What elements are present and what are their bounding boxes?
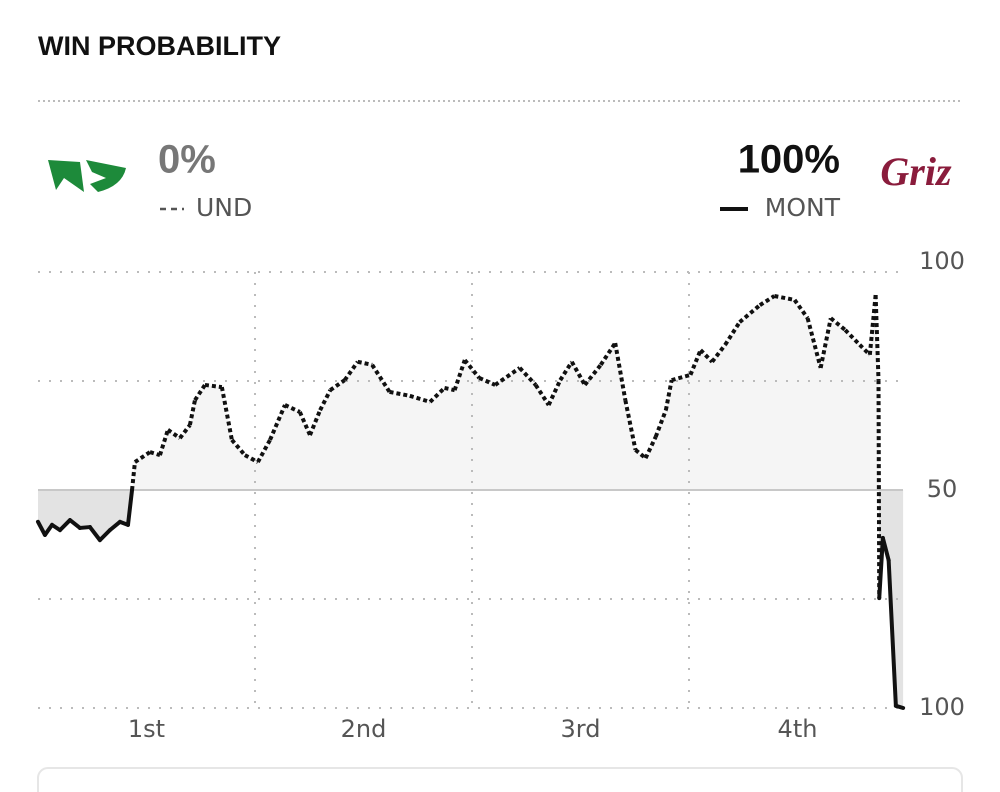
probability-line — [308, 409, 322, 436]
und-logo — [48, 160, 126, 192]
period-label: 3rd — [561, 715, 601, 743]
probability-line — [256, 438, 272, 464]
probability-line — [494, 366, 521, 387]
probability-line — [230, 438, 247, 457]
probability-line — [723, 321, 742, 346]
probability-line — [409, 393, 431, 404]
probability-line — [204, 382, 223, 390]
period-label: 4th — [778, 715, 818, 743]
probability-line — [187, 399, 197, 426]
card-title: WIN PROBABILITY — [38, 31, 281, 61]
probability-line — [546, 379, 563, 406]
probability-line — [149, 450, 161, 458]
probability-line — [688, 349, 703, 376]
probability-line — [318, 389, 333, 412]
mont-probability: 100% — [738, 138, 840, 182]
probability-line — [428, 386, 446, 404]
probability-line — [583, 363, 603, 387]
probability-line — [805, 317, 823, 369]
probability-line — [166, 428, 182, 440]
und-probability: 0% — [158, 138, 216, 182]
probability-line — [858, 343, 872, 357]
probability-line — [243, 453, 259, 464]
probability-line — [57, 518, 72, 533]
y-tick-label: 100 — [919, 693, 965, 721]
probability-line — [758, 294, 776, 307]
probability-line — [570, 360, 587, 386]
y-tick-label: 100 — [919, 247, 965, 275]
probability-line — [773, 294, 795, 302]
probability-line — [663, 379, 674, 411]
probability-line — [343, 360, 360, 382]
probability-line — [599, 341, 617, 366]
probability-line — [178, 423, 192, 440]
probability-line — [193, 383, 207, 402]
probability-line — [87, 525, 102, 543]
probability-line — [284, 403, 301, 414]
probability-line — [444, 386, 456, 393]
probability-line — [42, 522, 55, 537]
probability-line — [613, 342, 628, 401]
probability-line — [518, 366, 538, 387]
probability-line — [533, 383, 551, 407]
probability-line — [880, 535, 891, 563]
probability-line — [843, 328, 862, 347]
area-above — [38, 295, 904, 490]
probability-line — [357, 359, 373, 367]
probability-line — [298, 411, 312, 436]
probability-line — [133, 450, 152, 464]
y-tick-label: 50 — [927, 475, 958, 503]
und-abbr: UND — [196, 193, 252, 222]
probability-line — [710, 343, 727, 364]
probability-line — [873, 295, 881, 381]
probability-line — [36, 519, 47, 537]
probability-line — [893, 703, 906, 710]
probability-line — [478, 376, 496, 387]
probability-line — [699, 348, 714, 364]
period-label: 1st — [128, 715, 165, 743]
probability-line — [329, 378, 346, 392]
probability-line — [67, 518, 82, 530]
mont-abbr: MONT — [765, 193, 841, 222]
probability-line — [125, 488, 135, 527]
probability-line — [829, 316, 847, 332]
probability-line — [818, 317, 833, 369]
next-card — [37, 767, 963, 792]
griz-logo: Griz — [880, 149, 952, 194]
probability-line — [268, 404, 287, 441]
probability-line — [370, 363, 392, 393]
probability-line — [623, 399, 638, 451]
probability-line — [886, 558, 898, 708]
probability-line — [876, 380, 882, 599]
probability-line — [389, 389, 411, 398]
probability-line — [634, 448, 647, 460]
probability-line — [463, 358, 481, 380]
probability-line — [219, 386, 234, 441]
probability-line — [877, 535, 885, 601]
probability-line — [107, 519, 123, 533]
probability-line — [452, 359, 467, 391]
probability-line — [653, 409, 668, 438]
probability-line — [671, 372, 691, 383]
probability-line — [158, 429, 170, 456]
probability-line — [97, 528, 112, 543]
probability-line — [792, 298, 810, 320]
probability-line — [130, 461, 137, 491]
probability-line — [643, 435, 658, 460]
period-label: 2nd — [341, 715, 387, 743]
plot: 100 50 100 1st 2nd 3rd 4th — [36, 247, 965, 743]
probability-line — [738, 303, 762, 324]
probability-line — [558, 360, 574, 382]
area-below — [38, 490, 904, 708]
